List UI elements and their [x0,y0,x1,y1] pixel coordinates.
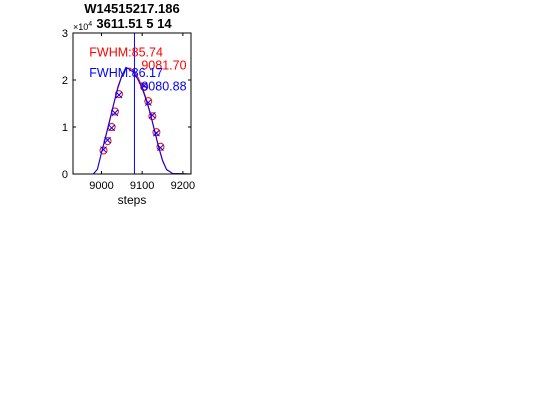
data-point [110,107,119,116]
y-tick-label: 2 [62,75,68,87]
data-point [157,144,164,152]
data-point [144,97,153,106]
data-point [108,124,116,132]
axes-box [72,32,192,175]
data-point [153,129,160,137]
chart-title-line-2: 3611.51 5 14 [96,16,172,31]
data-point [140,83,149,92]
data-point [100,146,107,153]
data-point [156,142,165,151]
x-tick-label: 9100 [130,180,154,192]
chart-title-line-1: W14515217.186 [84,1,179,16]
data-point [114,90,123,99]
y-tick-label: 3 [62,28,68,40]
x-tick-label: 9000 [89,180,113,192]
y-exponent-label: ×104 [73,21,92,32]
data-point [104,136,111,144]
y-tick-label: 1 [62,122,68,134]
y-tick-label: 0 [62,169,68,181]
y-exponent-power: 4 [88,21,92,28]
annotation-label: FWHM:85.74 [89,46,163,60]
data-point [144,99,152,106]
data-point [152,128,161,137]
data-point [111,109,119,117]
data-point [140,82,148,89]
x-tick-label: 9200 [171,180,195,192]
data-point [148,112,157,121]
data-point [148,111,156,119]
x-axis-label: steps [118,193,147,207]
annotation-label: 9080.88 [141,79,186,93]
annotation-label: FWHM:86.17 [89,66,163,80]
annotation-label: 9081.70 [141,59,186,73]
data-point [115,91,123,99]
y-exponent-base: ×10 [73,22,88,32]
series-line-2 [73,66,192,175]
